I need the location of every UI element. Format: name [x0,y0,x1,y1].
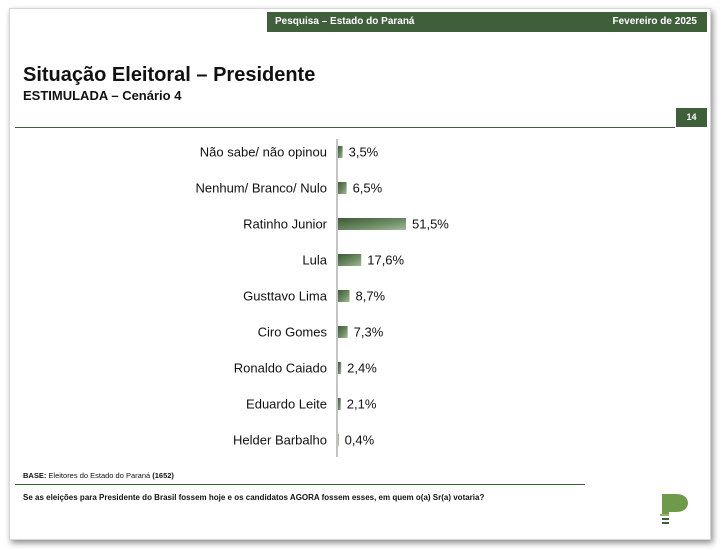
value-label: 17,6% [367,253,404,268]
page-number: 14 [676,108,707,127]
category-label: Nenhum/ Branco/ Nulo [195,181,327,196]
base-label: BASE: [23,471,47,480]
bar [338,290,350,302]
survey-title: Pesquisa – Estado do Paraná [275,16,415,27]
page-subtitle: ESTIMULADA – Cenário 4 [23,88,182,103]
bar [338,434,339,446]
base-count: (1652) [152,471,174,480]
bar [338,146,343,158]
category-label: Eduardo Leite [246,397,327,412]
value-label: 8,7% [355,289,385,304]
value-label: 2,1% [347,397,377,412]
bar [338,254,362,266]
value-label: 6,5% [353,181,383,196]
category-label: Ronaldo Caiado [234,361,327,376]
page-title: Situação Eleitoral – Presidente [23,64,316,86]
survey-question: Se as eleições para Presidente do Brasil… [23,493,485,502]
title-divider [15,127,675,128]
base-note: BASE: Eleitores do Estado do Paraná (165… [23,471,174,480]
brand-logo-icon [660,494,688,524]
header-bar: Pesquisa – Estado do Paraná Fevereiro de… [267,12,707,32]
bar [338,182,347,194]
bar-chart: Não sabe/ não opinou 3,5% Nenhum/ Branco/ … [195,139,449,457]
base-text: Eleitores do Estado do Paraná [46,471,153,480]
survey-date: Fevereiro de 2025 [612,16,698,27]
value-label: 0,4% [345,433,375,448]
bar [338,398,341,410]
category-label: Ratinho Junior [243,217,327,232]
value-label: 2,4% [347,361,377,376]
value-label: 7,3% [354,325,384,340]
category-label: Gusttavo Lima [243,289,328,304]
category-label: Ciro Gomes [258,325,328,340]
footer-divider [15,484,585,485]
value-label: 51,5% [412,217,449,232]
value-label: 3,5% [349,145,379,160]
category-label: Helder Barbalho [233,433,327,448]
slide: Pesquisa – Estado do Paraná Fevereiro de… [9,8,711,540]
bar [338,218,406,230]
bar [338,326,348,338]
category-label: Não sabe/ não opinou [200,145,327,160]
bar [338,362,342,374]
category-label: Lula [302,253,327,268]
